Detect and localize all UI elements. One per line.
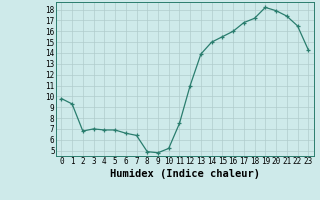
X-axis label: Humidex (Indice chaleur): Humidex (Indice chaleur) [110, 169, 260, 179]
